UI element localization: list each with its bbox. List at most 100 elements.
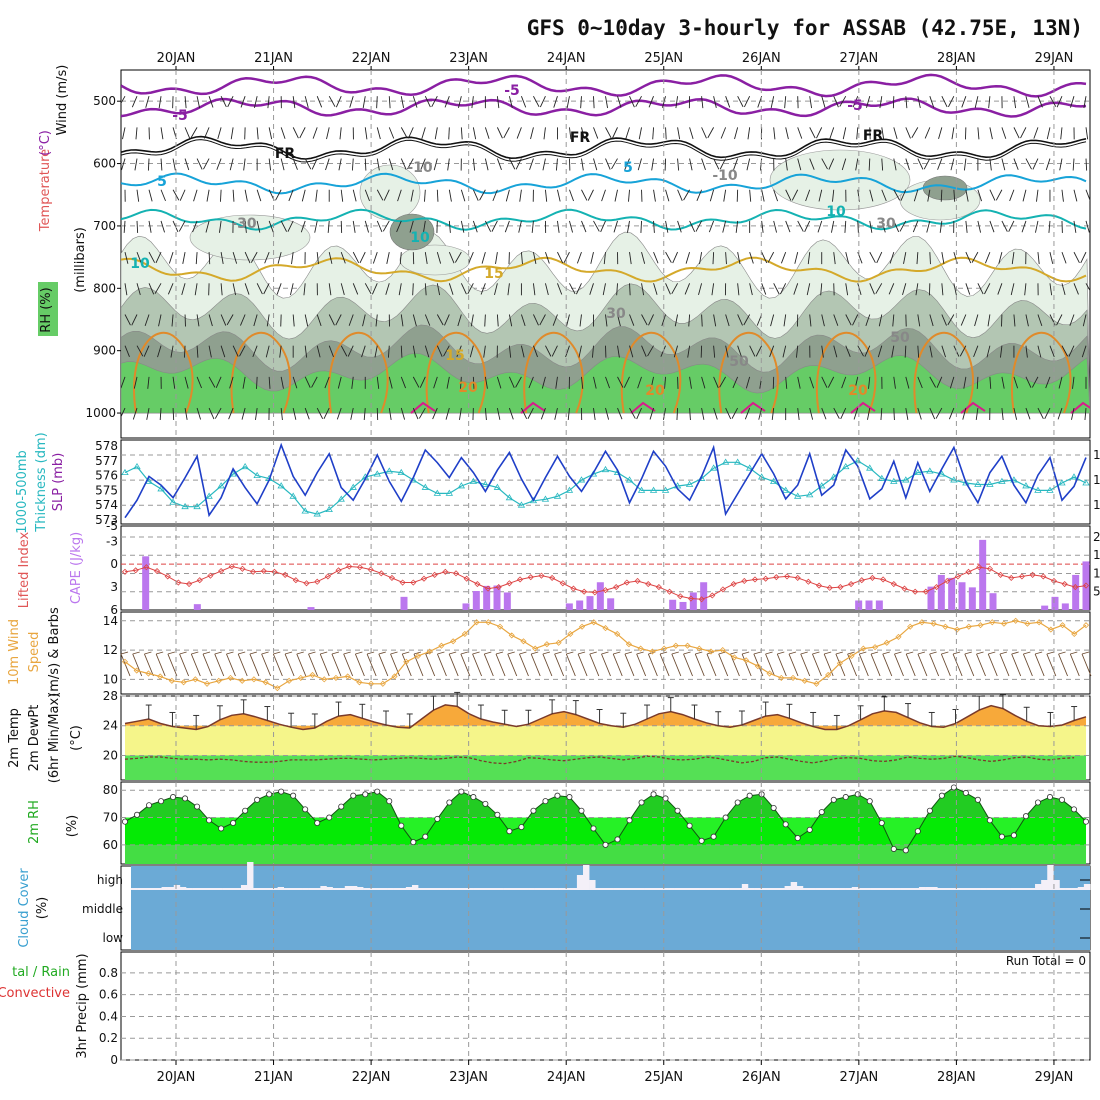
wind-barb: [905, 376, 910, 389]
wind-barb: [833, 314, 839, 326]
top-date-axis: 20JAN 21JAN 22JAN 23JAN 24JAN 25JAN 26JAN 27JAN…: [157, 51, 1073, 70]
high-cloud-gap: [350, 886, 358, 890]
wind-barb: [424, 252, 428, 265]
wind-barb: [388, 158, 394, 171]
wind-barb: [650, 376, 654, 389]
wind-barb: [480, 283, 486, 295]
li-point: [698, 596, 705, 603]
wind10-point: [450, 638, 457, 645]
rh2m-point: [854, 791, 861, 798]
isotherm-0: [121, 73, 1087, 98]
rh2m-band-60: [125, 844, 1086, 864]
li-point: [933, 584, 940, 591]
wind10-barb: [800, 653, 811, 677]
rh2m-point: [710, 833, 717, 840]
wind-barb: [208, 407, 215, 420]
contour-label: -30: [231, 216, 257, 232]
rh-contour-orange: [815, 331, 877, 414]
wind-barb: [989, 376, 992, 389]
wind-barb: [1057, 407, 1063, 420]
precip-total-rain-label: tal / Rain: [12, 965, 70, 980]
wind-barb: [328, 314, 335, 326]
y-tick-label: 1016: [1093, 448, 1100, 462]
precip-convective-label: Convective: [0, 986, 70, 1001]
wind-barb: [857, 283, 862, 295]
wind-barb: [899, 220, 907, 232]
wind-barb: [637, 376, 642, 389]
rh2m-point: [614, 836, 621, 843]
li-point: [346, 563, 353, 570]
wind10-barb: [343, 653, 354, 677]
li-point: [623, 579, 630, 586]
high-cloud-gap: [357, 887, 364, 890]
wind-barb: [468, 251, 474, 264]
wind-barb: [614, 189, 618, 202]
wind-barb: [388, 127, 395, 139]
thickness-point: [421, 483, 430, 490]
wind-barb: [472, 158, 476, 171]
rh2m-point: [926, 807, 933, 814]
wind-barb: [965, 251, 972, 264]
cape-bar: [979, 539, 987, 610]
wind-barb: [734, 127, 739, 140]
wind-barb: [711, 283, 715, 296]
wind10-point: [801, 677, 808, 684]
wind-barb: [1085, 127, 1089, 140]
wind10-point: [1024, 620, 1031, 627]
thickness-point: [974, 480, 982, 487]
wind-barb: [689, 158, 693, 171]
rh2m-point: [470, 794, 477, 801]
wind-barb: [143, 345, 150, 357]
wind-barb: [328, 345, 334, 358]
wind10-point: [731, 654, 738, 661]
thickness-point: [505, 494, 514, 501]
li-point: [858, 577, 865, 584]
rh2m-point: [542, 798, 549, 805]
high-cloud-gap: [900, 888, 908, 890]
top-date-label: 20JAN: [157, 51, 196, 66]
wind-barb: [929, 345, 933, 358]
thickness-point: [565, 486, 574, 493]
high-cloud-gap: [625, 888, 633, 890]
wind-barb: [326, 127, 330, 140]
cape-bar: [669, 599, 677, 610]
high-cloud-gap: [918, 887, 926, 890]
wind-barb: [749, 251, 754, 264]
wind-barb: [578, 345, 582, 358]
high-cloud-gap: [888, 888, 895, 890]
wind-barb: [735, 220, 739, 233]
high-cloud-gap: [607, 888, 614, 890]
y-axis-label: 2m RH: [27, 800, 42, 844]
wind-barb: [685, 251, 691, 264]
wind-barb: [938, 127, 943, 140]
wind10-point: [778, 674, 785, 681]
wind10-barb-flag: [976, 651, 984, 655]
contour-label: -10: [712, 168, 738, 184]
wind-barb: [581, 220, 587, 233]
li-point: [1040, 573, 1047, 580]
wind10-point: [496, 623, 504, 630]
wind10-barb-flag: [964, 651, 972, 655]
wind10-barb-flag: [1011, 651, 1019, 655]
contour-label: 20: [458, 380, 478, 396]
li-point: [410, 579, 417, 586]
vertical-day-grid: [175, 70, 1055, 1060]
wind10-barb: [378, 653, 389, 677]
wind-barb: [220, 283, 223, 296]
high-cloud-gap: [796, 886, 804, 890]
thickness-point: [878, 474, 886, 481]
wind-barb: [457, 314, 462, 327]
high-cloud-gap: [925, 887, 932, 890]
wind-barb: [265, 345, 270, 358]
rh-contour-orange: [425, 331, 487, 414]
wind-barb: [689, 127, 694, 139]
rh2m-point: [374, 788, 381, 795]
y-axis-label: RH (%): [39, 287, 54, 332]
wind-barb: [828, 158, 835, 170]
wind-barb: [701, 127, 707, 139]
wind-barb: [400, 158, 407, 170]
rh2m-point: [338, 803, 345, 810]
wind-barb: [397, 189, 402, 202]
wind-barb: [1037, 407, 1044, 419]
